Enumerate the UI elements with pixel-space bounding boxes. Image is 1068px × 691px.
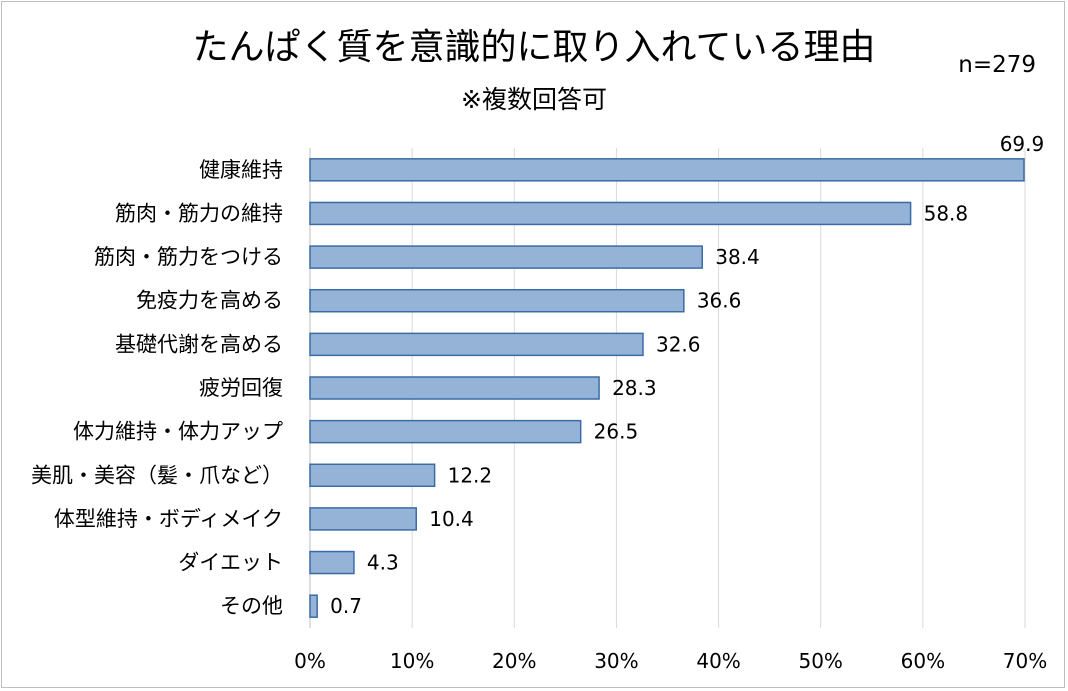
chart-subtitle: ※複数回答可 <box>461 85 607 114</box>
sample-size-label: n=279 <box>958 52 1036 78</box>
x-tick-label: 50% <box>798 649 842 673</box>
category-label: 美肌・美容（髪・爪など） <box>31 463 283 487</box>
category-label: 体型維持・ボディメイク <box>54 507 283 531</box>
bars <box>309 158 1025 618</box>
bar <box>309 594 318 618</box>
bar <box>309 507 417 531</box>
x-tick-label: 60% <box>901 649 945 673</box>
x-tick-label: 30% <box>594 649 638 673</box>
category-label: 免疫力を高める <box>136 289 283 313</box>
bar <box>309 550 355 575</box>
category-label: 筋肉・筋力の維持 <box>115 201 283 225</box>
bar <box>309 376 600 400</box>
x-tick-label: 40% <box>696 649 740 673</box>
bar <box>309 158 1025 182</box>
category-label: 基礎代謝を高める <box>115 332 283 356</box>
bar <box>309 201 912 226</box>
bar <box>309 245 703 269</box>
x-tick-label: 70% <box>1003 649 1047 673</box>
x-tick-label: 10% <box>390 649 434 673</box>
value-label: 38.4 <box>715 245 760 269</box>
category-label: ダイエット <box>178 551 283 575</box>
category-label: 筋肉・筋力をつける <box>94 245 283 269</box>
value-label: 58.8 <box>924 201 969 225</box>
value-label: 69.9 <box>1000 132 1045 156</box>
value-label: 28.3 <box>612 376 657 400</box>
bar <box>309 463 436 488</box>
value-label: 36.6 <box>697 289 742 313</box>
category-label: その他 <box>220 594 283 618</box>
value-label: 32.6 <box>656 332 701 356</box>
x-tick-label: 20% <box>492 649 536 673</box>
x-tick-label: 0% <box>294 649 326 673</box>
value-label: 10.4 <box>429 507 474 531</box>
chart-title: たんぱく質を意識的に取り入れている理由 <box>192 27 876 68</box>
category-label: 健康維持 <box>199 158 283 182</box>
bar <box>309 332 644 357</box>
category-label: 体力維持・体力アップ <box>73 420 283 444</box>
value-label: 4.3 <box>367 551 399 575</box>
value-label: 12.2 <box>448 463 493 487</box>
value-label: 0.7 <box>330 594 362 618</box>
value-label: 26.5 <box>594 420 639 444</box>
labels: 0% 10% 20% 30% 40% 50% 60% 70% 健康維持 69.9 筋肉・筋力の維持 5… <box>31 132 1047 673</box>
bar <box>309 288 685 313</box>
bar <box>309 419 582 444</box>
category-label: 疲労回復 <box>199 376 283 400</box>
